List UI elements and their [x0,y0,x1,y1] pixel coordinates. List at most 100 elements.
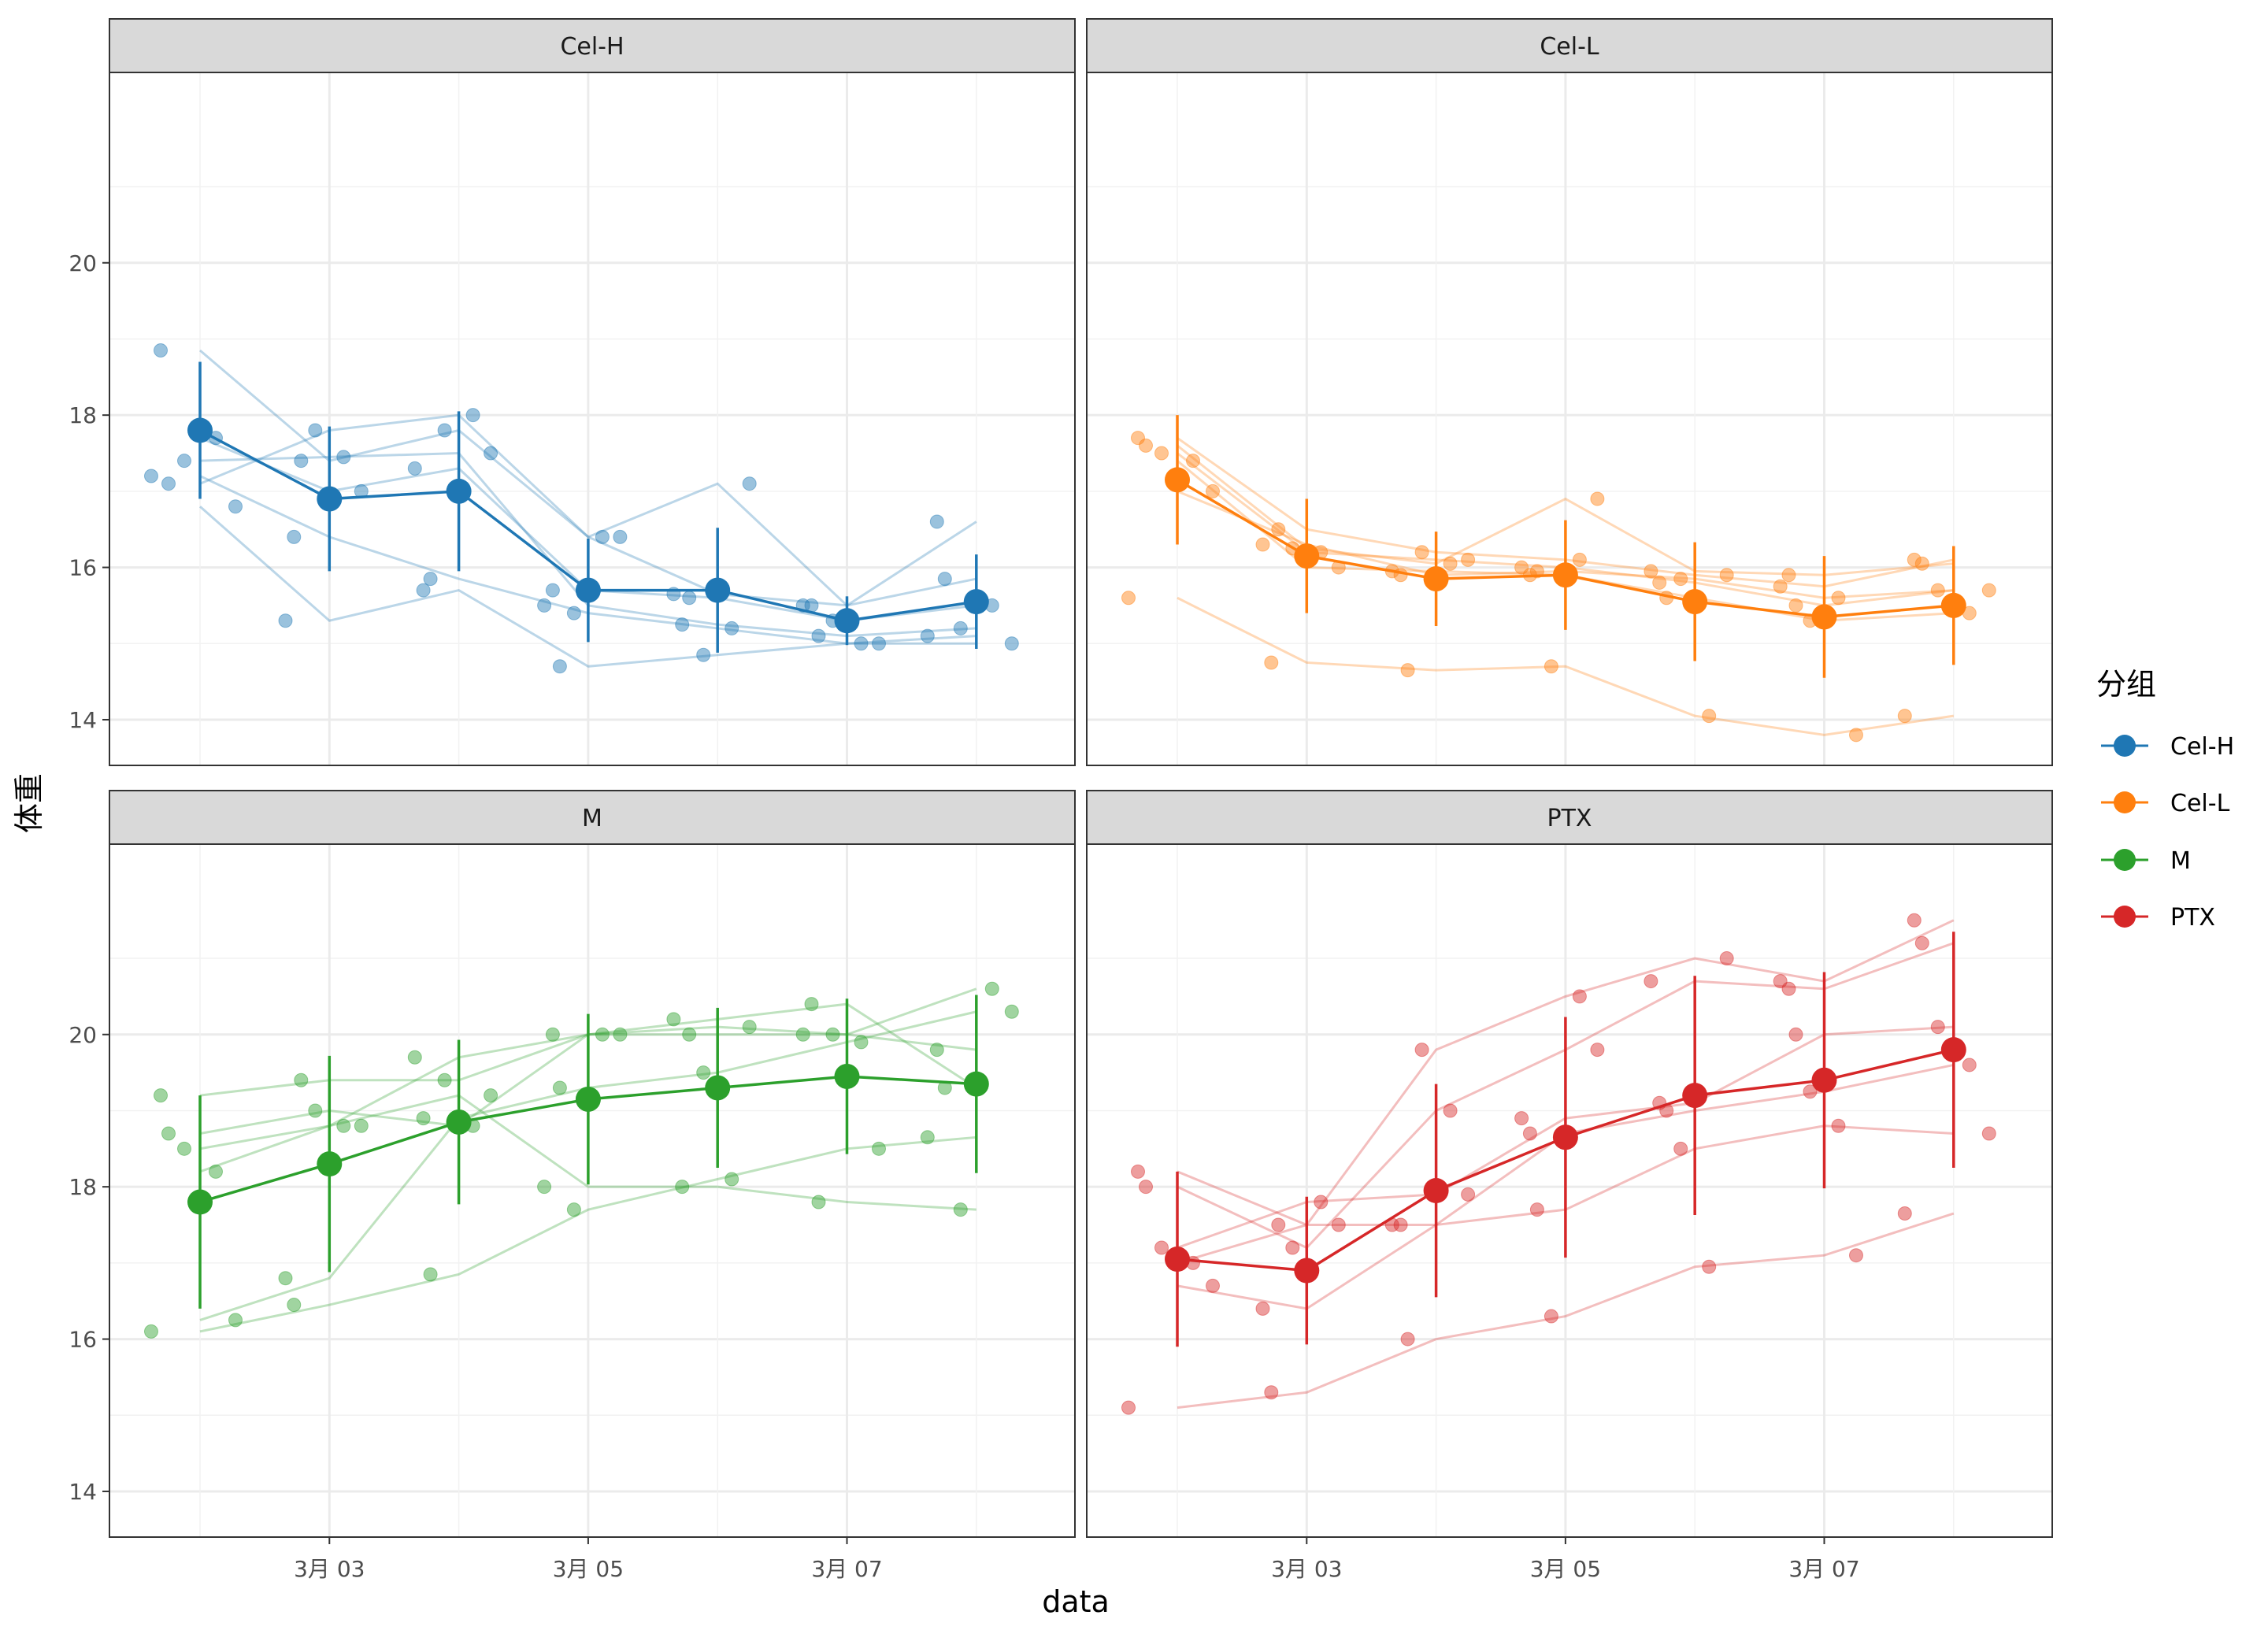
individual-point [804,997,819,1012]
individual-point [545,1027,560,1042]
individual-point [696,647,711,662]
panel-strip-label: Cel-L [1540,33,1599,61]
individual-point [1186,454,1200,469]
mean-point [1423,566,1449,592]
individual-point [666,1012,681,1027]
individual-point [1572,552,1587,567]
legend-item-cel-h: Cel-H [2101,733,2234,761]
mean-point [1552,562,1578,588]
individual-point [1004,1004,1019,1019]
x-tick-label: 3月 03 [1271,1556,1342,1582]
individual-point [1255,1301,1270,1316]
y-tick-label: 20 [69,250,97,276]
panels-layer: Cel-H 14 16 18 20 Cel-L M 14 16 18 20 3月 03 3月 05 3月 … [69,18,2053,1582]
individual-point [1914,556,1929,571]
individual-point [566,1202,581,1217]
legend-label-cel-l: Cel-L [2170,790,2230,817]
individual-point [872,1141,886,1156]
individual-point [1590,1043,1605,1058]
individual-point [1139,438,1153,453]
legend-item-ptx: PTX [2101,904,2215,932]
panel-ptx: PTX 3月 03 3月 05 3月 07 [1086,790,2053,1582]
individual-point [1400,663,1415,678]
individual-point [920,1130,935,1145]
individual-point [675,617,690,632]
mean-point [317,1151,343,1177]
mean-point [1294,1258,1320,1284]
individual-point [854,1035,869,1050]
individual-point [742,476,757,491]
individual-point [1673,1141,1688,1156]
individual-point [1264,655,1279,670]
panel-background [109,844,1075,1537]
individual-point [1981,1126,1996,1141]
individual-point [552,1080,567,1095]
individual-point [825,1027,840,1042]
individual-point [423,572,438,587]
individual-point [278,613,293,628]
mean-point [963,1071,989,1097]
individual-point [1673,572,1688,587]
individual-point [1393,1217,1408,1232]
individual-point [1443,556,1458,571]
individual-point [1773,579,1788,594]
mean-point [1940,1037,1966,1063]
y-tick-label: 14 [69,707,97,733]
individual-point [1131,431,1145,446]
individual-point [1914,935,1929,950]
individual-point [1514,1111,1529,1126]
individual-point [437,1072,452,1087]
individual-point [595,1027,610,1042]
individual-point [1264,1385,1279,1400]
individual-point [675,1180,690,1195]
individual-point [209,1164,223,1179]
individual-point [407,461,422,476]
axis-titles: data 体重 [12,773,1110,1619]
y-tick-label: 18 [69,1174,97,1200]
individual-point [1121,1400,1136,1415]
individual-point [937,572,952,587]
mean-point [187,1189,213,1215]
legend-key-point [2114,906,2136,928]
individual-point [1206,1278,1220,1293]
mean-point [705,1075,731,1101]
individual-point [294,454,309,469]
individual-point [1773,974,1788,989]
mean-point [705,577,731,603]
individual-point [682,591,697,606]
mean-point [575,577,601,603]
mean-point [1682,589,1708,615]
individual-point [416,1111,431,1126]
mean-point [963,589,989,615]
mean-point [834,608,860,634]
individual-point [1907,552,1922,567]
panel-background [109,72,1075,765]
panel-strip-label: M [582,805,602,832]
individual-point [278,1271,293,1286]
individual-point [1897,1206,1912,1221]
individual-point [1331,1217,1346,1232]
individual-point [484,1088,498,1103]
y-axis-title: 体重 [12,773,46,833]
individual-point [228,499,243,514]
individual-point [1154,1240,1169,1255]
individual-point [1271,1217,1286,1232]
individual-point [228,1313,243,1328]
individual-point [1831,1118,1846,1133]
y-tick-label: 16 [69,555,97,581]
legend-item-m: M [2101,847,2191,875]
individual-point [872,636,886,651]
mean-point [1940,592,1966,618]
individual-point [1255,537,1270,552]
individual-point [920,628,935,643]
individual-point [437,423,452,438]
panel-strip-label: Cel-H [560,33,624,61]
individual-point [1139,1180,1153,1195]
individual-point [416,583,431,598]
x-tick-label: 3月 05 [553,1556,624,1582]
individual-point [294,1072,309,1087]
individual-point [154,343,168,357]
panel-background [1087,844,2052,1537]
individual-point [552,659,567,674]
